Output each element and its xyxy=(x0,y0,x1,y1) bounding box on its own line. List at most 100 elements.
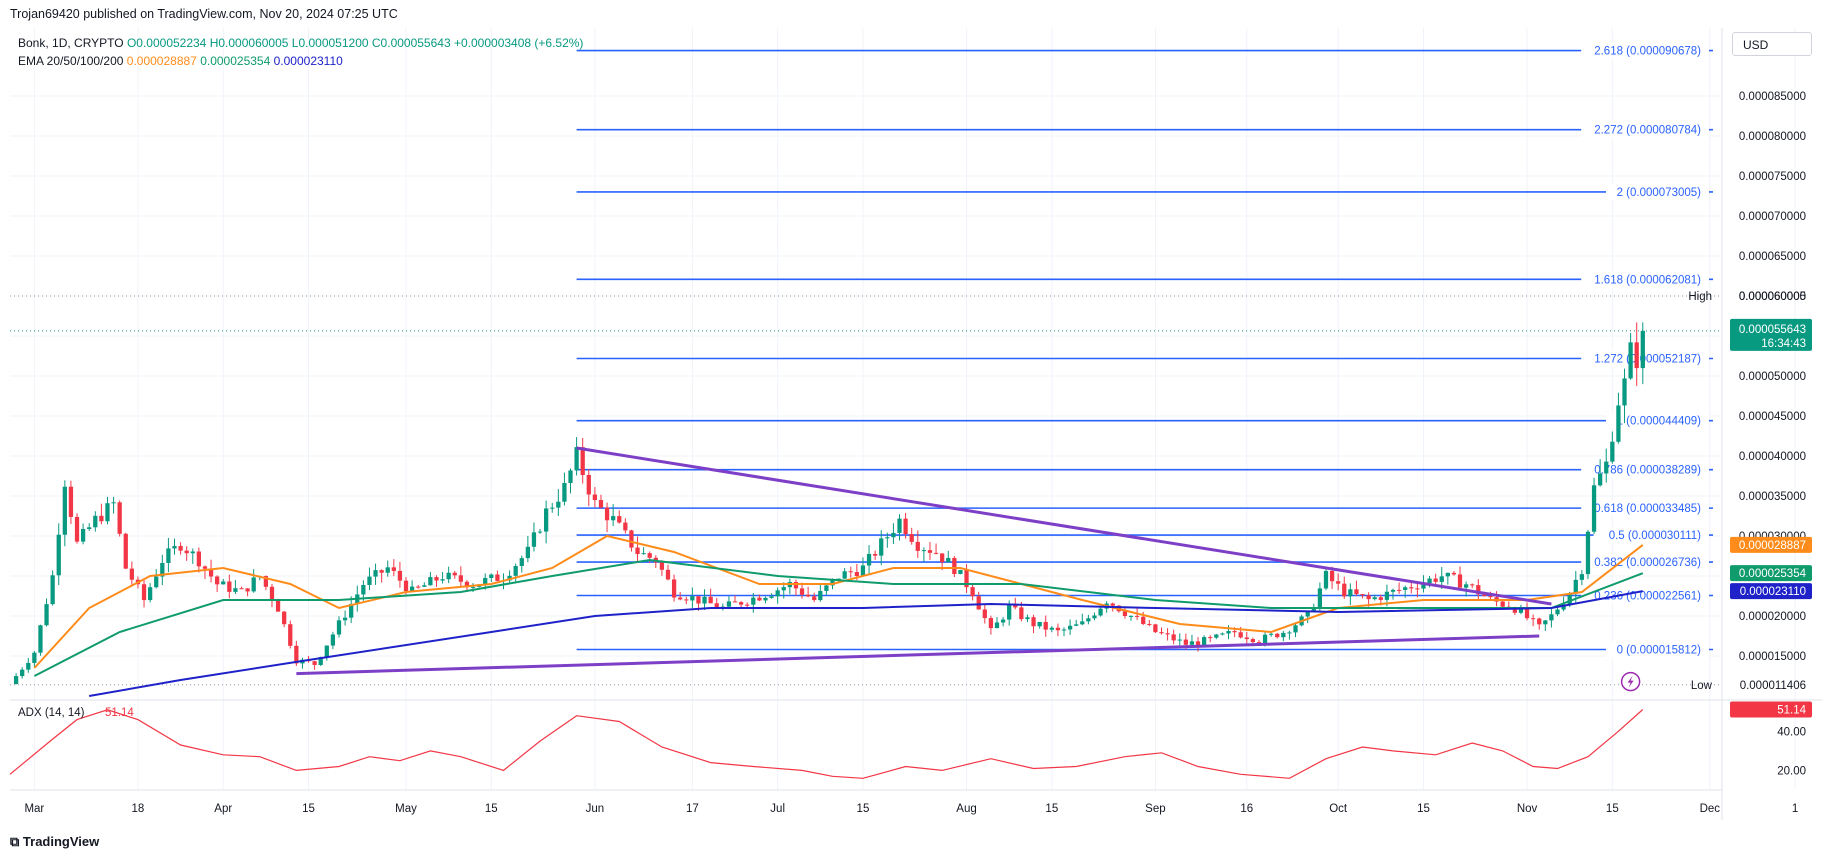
candle xyxy=(952,555,957,577)
candle xyxy=(154,569,159,589)
price-tick-label: 0.000065000 xyxy=(1739,251,1806,263)
candle-body xyxy=(1518,608,1524,613)
candle-body xyxy=(190,551,195,554)
time-tick-label: 15 xyxy=(1606,803,1619,815)
candle xyxy=(1043,615,1048,637)
candle xyxy=(141,580,147,608)
candle-body xyxy=(1610,441,1615,462)
candle-body xyxy=(879,538,884,556)
fib-label-bg xyxy=(1581,121,1709,138)
candle-body xyxy=(196,551,202,567)
candle-body xyxy=(1141,616,1146,624)
candle-body xyxy=(915,541,920,551)
time-tick-label: Nov xyxy=(1517,803,1538,815)
candle-body xyxy=(592,494,598,501)
candle-body xyxy=(288,624,293,646)
candle xyxy=(556,489,561,516)
candle-body xyxy=(1384,591,1390,600)
ema-badge xyxy=(1730,583,1812,600)
candle-body xyxy=(129,568,134,580)
candle-body xyxy=(87,527,92,530)
candle-body xyxy=(1232,631,1237,633)
candle xyxy=(269,583,275,608)
candle xyxy=(690,587,695,609)
candle xyxy=(233,580,238,595)
price-tick-label: 0.000075000 xyxy=(1739,171,1806,183)
candle-body xyxy=(367,576,372,585)
candle-body xyxy=(751,597,756,605)
candle xyxy=(598,494,604,509)
candle xyxy=(714,597,719,609)
candle xyxy=(385,560,390,577)
candle xyxy=(208,559,214,583)
candle-body xyxy=(635,547,640,555)
candle xyxy=(32,650,37,668)
time-tick-label: 15 xyxy=(1417,803,1430,815)
fib-label-bg xyxy=(1581,42,1709,59)
candle-body xyxy=(1067,625,1073,630)
candle-body xyxy=(799,588,805,595)
fib-level-label: 0.382 (0.000026736) xyxy=(1594,557,1701,569)
candle xyxy=(99,503,104,525)
candle-body xyxy=(1598,473,1603,486)
candles xyxy=(13,322,1645,685)
candle-body xyxy=(598,500,604,508)
candle-body xyxy=(537,531,543,533)
candle xyxy=(26,657,31,673)
time-tick-label: Apr xyxy=(214,803,232,815)
currency-selector[interactable]: USD xyxy=(1732,32,1812,56)
candle xyxy=(1281,630,1286,642)
ema-badge-value: 0.000028887 xyxy=(1739,540,1806,552)
candle-body xyxy=(105,503,110,522)
candle-body xyxy=(897,518,902,533)
candle xyxy=(769,593,774,599)
candle xyxy=(1549,608,1554,628)
candle-body xyxy=(117,502,122,534)
candle-body xyxy=(440,579,445,581)
candle-body xyxy=(233,588,238,592)
candle xyxy=(1537,617,1542,630)
candle-body xyxy=(842,571,847,579)
candle-body xyxy=(1110,603,1115,606)
candle-body xyxy=(726,601,732,607)
candle-body xyxy=(458,575,463,582)
time-tick-label: 16 xyxy=(1240,803,1253,815)
candle xyxy=(1616,392,1621,444)
candle-body xyxy=(1275,633,1280,638)
candle-body xyxy=(848,571,853,573)
ohlc-close: C0.000055643 xyxy=(371,36,451,50)
candle xyxy=(702,589,707,610)
candle xyxy=(793,579,799,596)
candle xyxy=(921,547,927,562)
candle-body xyxy=(1488,596,1493,598)
candle-body xyxy=(1342,583,1347,597)
time-tick-label: Mar xyxy=(24,803,44,815)
candle-body xyxy=(489,574,494,578)
adx-line xyxy=(9,709,1644,779)
candle-body xyxy=(659,562,665,570)
candle xyxy=(946,550,951,563)
candle-body xyxy=(629,530,634,548)
candle xyxy=(909,527,914,545)
candle xyxy=(635,536,640,564)
candle-body xyxy=(483,577,488,585)
candle-body xyxy=(227,581,232,592)
candle xyxy=(50,570,55,606)
fib-label-bg xyxy=(1581,587,1709,604)
candle xyxy=(62,480,67,547)
time-tick-label: 18 xyxy=(132,803,145,815)
candle-body xyxy=(1561,604,1566,610)
candle xyxy=(1128,615,1134,621)
candle-body xyxy=(1153,624,1158,633)
candle xyxy=(1049,626,1054,633)
candle xyxy=(550,502,555,513)
candle xyxy=(629,529,634,552)
candle-body xyxy=(13,676,19,684)
candle-body xyxy=(1226,631,1231,634)
candle-body xyxy=(1403,587,1408,590)
candle xyxy=(1329,566,1335,590)
candle xyxy=(1317,582,1323,611)
candle xyxy=(129,561,134,587)
candle xyxy=(751,592,756,613)
